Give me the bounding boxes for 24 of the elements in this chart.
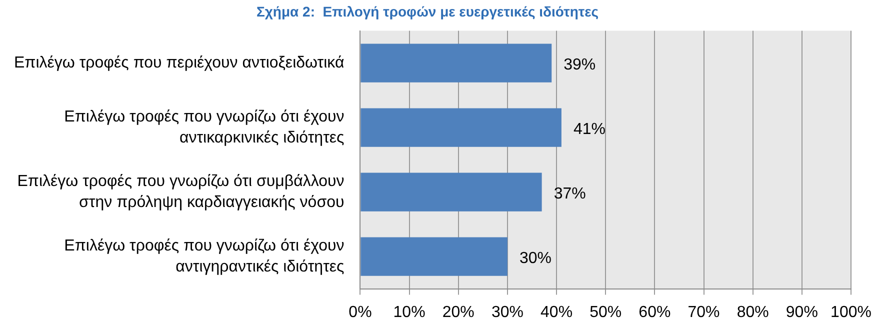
x-tick-label: 100% <box>830 304 872 321</box>
x-tick-label: 30% <box>491 304 524 321</box>
bar <box>360 108 562 147</box>
chart-title: Σχήμα 2: Επιλογή τροφών με ευεργετικές ιδιότητες <box>256 3 599 20</box>
y-tick-label: Επιλέγω τροφές που γνωρίζω ότι έχουν αντικαρκινικές ιδιότητες <box>64 108 345 146</box>
bar <box>360 44 552 82</box>
x-tick-label: 90% <box>786 304 818 321</box>
x-tick-label: 0% <box>348 304 372 321</box>
y-tick-label: Επιλέγω τροφές που γνωρίζω ότι έχουν αντιγηραντικές ιδιότητες <box>64 238 345 276</box>
x-tick-label: 80% <box>736 304 769 321</box>
data-label: 39% <box>564 56 596 74</box>
x-tick-label: 40% <box>540 304 573 321</box>
bar <box>360 237 508 276</box>
y-tick-label: Επιλέγω τροφές που γνωρίζω ότι συμβάλλουν στην πρόληψη καρδιαγγειακής νόσου <box>17 173 344 211</box>
x-tick-label: 20% <box>442 304 474 321</box>
x-tick-label: 10% <box>393 304 426 321</box>
y-tick-label: Επιλέγω τροφές που περιέχουν αντιοξειδωτικά <box>14 54 344 72</box>
data-label: 37% <box>554 185 586 202</box>
x-tick-label: 50% <box>590 304 622 321</box>
data-label: 30% <box>519 250 552 267</box>
bar <box>360 172 542 212</box>
x-tick-label: 70% <box>688 304 720 321</box>
x-tick-label: 60% <box>638 304 671 321</box>
data-label: 41% <box>573 120 606 138</box>
